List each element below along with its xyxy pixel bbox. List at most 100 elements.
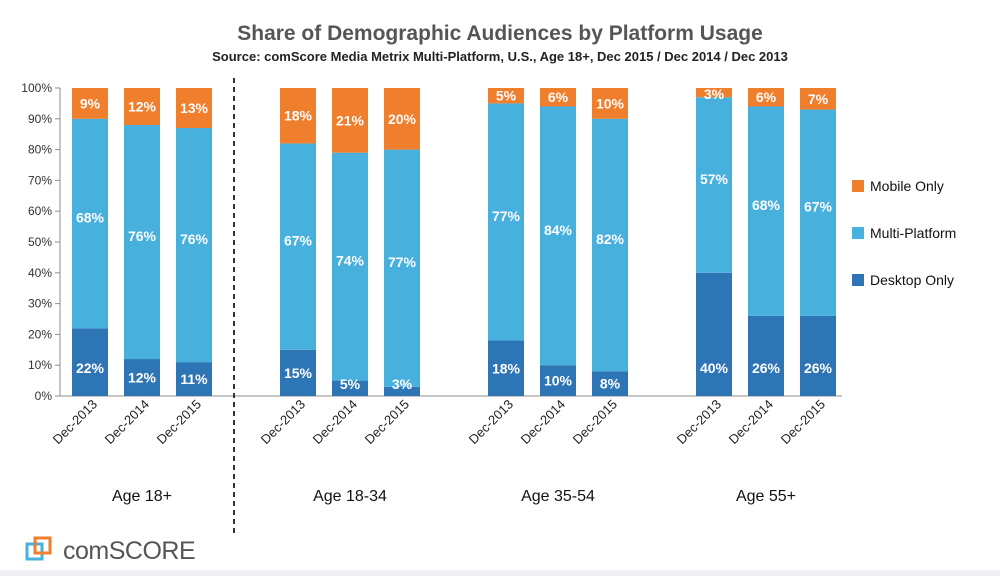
x-category-label: Dec-2013: [674, 397, 724, 447]
bar-multi-platform: [592, 118, 628, 372]
bar-multi-platform: [696, 97, 732, 273]
x-category-label: Dec-2014: [310, 397, 360, 447]
data-label-desktop: 26%: [804, 360, 833, 376]
bar-desktop-only: [592, 371, 628, 396]
bar-multi-platform: [540, 106, 576, 366]
data-label-desktop: 11%: [180, 371, 208, 387]
group-label: Age 18+: [112, 488, 172, 505]
data-label-mobile: 5%: [496, 88, 517, 104]
data-label-mobile: 12%: [128, 98, 157, 114]
bar-multi-platform: [748, 106, 784, 316]
y-tick-label: 30%: [28, 297, 52, 311]
bar-desktop-only: [72, 328, 108, 396]
legend-label: Mobile Only: [870, 178, 944, 194]
bar-multi-platform: [800, 109, 836, 316]
data-label-mobile: 10%: [596, 95, 625, 111]
x-category-label: Dec-2015: [362, 397, 412, 447]
data-label-mobile: 21%: [336, 112, 365, 128]
bar-desktop-only: [332, 380, 368, 396]
bar-multi-platform: [280, 143, 316, 350]
data-label-mobile: 20%: [388, 111, 417, 127]
data-label-multi: 67%: [284, 233, 313, 249]
data-label-multi: 68%: [752, 197, 781, 213]
x-category-label: Dec-2015: [778, 397, 828, 447]
x-category-label: Dec-2014: [102, 397, 152, 447]
y-tick-label: 10%: [28, 358, 52, 372]
data-label-desktop: 22%: [76, 360, 105, 376]
bar-desktop-only: [176, 362, 212, 396]
legend-swatch: [852, 227, 864, 239]
bar-mobile-only: [800, 88, 836, 110]
bar-mobile-only: [748, 88, 784, 107]
bar-mobile-only: [72, 88, 108, 119]
data-label-desktop: 3%: [392, 376, 413, 392]
bar-mobile-only: [280, 88, 316, 144]
y-tick-label: 100%: [21, 81, 52, 95]
data-label-multi: 68%: [76, 210, 105, 226]
data-label-multi: 82%: [596, 231, 625, 247]
data-label-multi: 76%: [128, 228, 157, 244]
legend-label: Desktop Only: [870, 272, 954, 288]
bar-multi-platform: [124, 124, 160, 360]
bar-mobile-only: [176, 88, 212, 129]
y-tick-label: 80%: [28, 143, 52, 157]
data-label-desktop: 10%: [544, 373, 573, 389]
data-label-multi: 67%: [804, 199, 833, 215]
data-label-desktop: 40%: [700, 360, 729, 376]
data-label-desktop: 15%: [284, 365, 313, 381]
brand-name: comSCORE: [63, 537, 196, 565]
bar-desktop-only: [280, 349, 316, 396]
y-tick-label: 90%: [28, 112, 52, 126]
bar-desktop-only: [384, 386, 420, 396]
legend-swatch: [852, 274, 864, 286]
data-label-mobile: 13%: [180, 100, 209, 116]
x-category-label: Dec-2014: [726, 397, 776, 447]
data-label-mobile: 7%: [808, 91, 829, 107]
y-tick-label: 60%: [28, 204, 52, 218]
bar-desktop-only: [488, 340, 524, 396]
bar-mobile-only: [488, 88, 524, 104]
data-label-desktop: 8%: [600, 376, 621, 392]
bar-mobile-only: [332, 88, 368, 153]
bar-desktop-only: [748, 315, 784, 396]
y-tick-label: 70%: [28, 173, 52, 187]
bar-mobile-only: [696, 88, 732, 98]
bar-multi-platform: [332, 152, 368, 381]
bar-multi-platform: [72, 118, 108, 329]
x-category-label: Dec-2013: [50, 397, 100, 447]
bar-desktop-only: [696, 272, 732, 396]
group-label: Age 55+: [736, 488, 796, 505]
data-label-mobile: 6%: [548, 89, 569, 105]
bar-multi-platform: [176, 128, 212, 363]
chart-title: Share of Demographic Audiences by Platfo…: [237, 22, 763, 45]
bar-mobile-only: [384, 88, 420, 150]
x-category-label: Dec-2013: [466, 397, 516, 447]
data-label-desktop: 26%: [752, 360, 781, 376]
bar-multi-platform: [384, 149, 420, 387]
bar-desktop-only: [800, 315, 836, 396]
comscore-logo-icon: [25, 536, 52, 561]
bar-mobile-only: [124, 88, 160, 125]
data-label-desktop: 5%: [340, 376, 361, 392]
legend-swatch: [852, 180, 864, 192]
bar-mobile-only: [592, 88, 628, 119]
x-category-label: Dec-2015: [154, 397, 204, 447]
y-tick-label: 20%: [28, 327, 52, 341]
data-label-multi: 76%: [180, 231, 209, 247]
data-label-multi: 74%: [336, 253, 365, 269]
y-tick-label: 50%: [28, 235, 52, 249]
data-label-mobile: 6%: [756, 89, 777, 105]
x-category-label: Dec-2013: [258, 397, 308, 447]
data-label-mobile: 9%: [80, 95, 101, 111]
y-tick-label: 0%: [35, 389, 53, 403]
data-label-multi: 77%: [492, 208, 521, 224]
data-label-multi: 77%: [388, 254, 417, 270]
data-label-mobile: 3%: [704, 86, 725, 102]
group-label: Age 35-54: [521, 488, 595, 505]
data-label-desktop: 12%: [128, 370, 157, 386]
y-tick-label: 40%: [28, 266, 52, 280]
chart-subtitle: Source: comScore Media Metrix Multi-Plat…: [212, 49, 788, 64]
group-label: Age 18-34: [313, 488, 387, 505]
x-category-label: Dec-2015: [570, 397, 620, 447]
